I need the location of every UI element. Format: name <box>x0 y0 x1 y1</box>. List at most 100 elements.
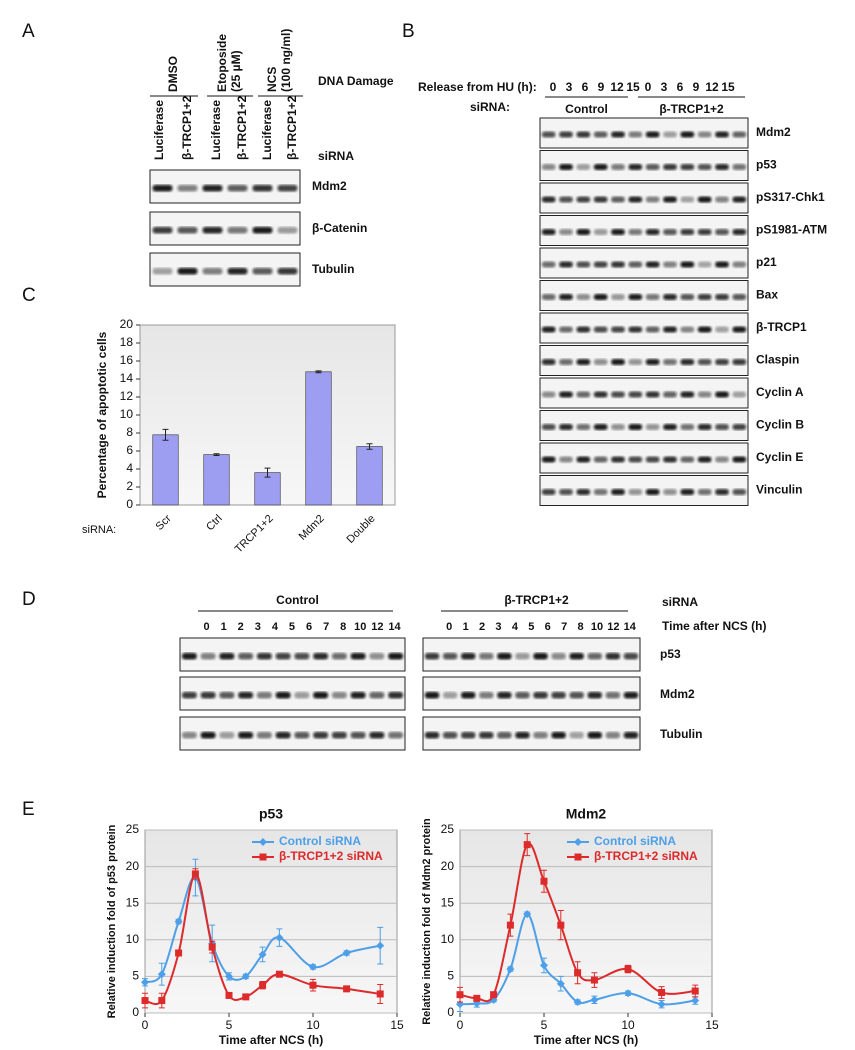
band <box>152 226 173 234</box>
row-label: Claspin <box>756 353 799 367</box>
band <box>697 326 712 333</box>
marker <box>174 917 183 926</box>
band <box>628 489 643 495</box>
lane-label: Luciferase <box>260 100 274 160</box>
marker <box>590 976 598 984</box>
band <box>628 456 643 463</box>
y-tick-label: 20 <box>126 859 140 873</box>
time-label: 6 <box>677 80 684 94</box>
band <box>663 359 677 365</box>
y-tick-label: 15 <box>441 895 455 909</box>
y-tick-label: 2 <box>126 479 133 493</box>
row-label: pS1981-ATM <box>756 223 827 237</box>
band <box>663 456 677 463</box>
band <box>628 424 643 430</box>
blot <box>539 215 749 246</box>
band <box>515 652 530 660</box>
band <box>611 261 625 268</box>
band <box>576 326 591 333</box>
band <box>628 164 643 170</box>
band <box>313 691 329 699</box>
time-label: 4 <box>272 621 279 633</box>
band <box>593 391 608 398</box>
band <box>541 489 556 495</box>
band <box>697 489 712 495</box>
bar <box>152 434 179 506</box>
band <box>252 184 273 192</box>
band <box>593 131 608 138</box>
time-label: 4 <box>512 621 519 633</box>
marker <box>157 970 166 979</box>
row-label: β-Catenin <box>312 221 367 235</box>
band <box>576 489 591 495</box>
band <box>569 652 584 660</box>
band <box>605 652 621 660</box>
band <box>732 359 747 365</box>
band <box>680 261 695 268</box>
time-label: 6 <box>545 621 551 633</box>
group-label: β-TRCP1+2 <box>659 102 724 116</box>
legend-marker <box>574 853 582 861</box>
band <box>587 691 603 699</box>
band <box>663 229 677 235</box>
band <box>541 196 556 203</box>
band <box>715 456 729 463</box>
band <box>732 196 747 203</box>
y-tick-label: 4 <box>126 461 133 475</box>
time-label: 0 <box>550 80 557 94</box>
marker <box>343 985 351 993</box>
legend-marker <box>259 838 267 846</box>
band <box>219 691 235 699</box>
band <box>202 226 223 234</box>
band <box>611 196 625 203</box>
marker <box>225 972 233 981</box>
band <box>275 731 291 739</box>
marker <box>540 877 548 885</box>
band <box>177 267 198 275</box>
lane-label: β-TRCP1+2 <box>285 95 299 160</box>
band <box>559 131 573 138</box>
band <box>593 489 608 495</box>
band <box>628 131 643 138</box>
band <box>238 731 254 739</box>
row-label: Mdm2 <box>312 179 347 193</box>
band <box>294 691 310 699</box>
band <box>715 261 729 268</box>
band <box>177 226 198 234</box>
band <box>559 456 573 463</box>
x-tick-label: 5 <box>226 1018 233 1032</box>
band <box>219 652 235 660</box>
group-label: (25 µM) <box>229 50 243 92</box>
time-label: 9 <box>598 80 605 94</box>
band <box>202 184 223 192</box>
band <box>680 424 695 430</box>
time-label: 2 <box>238 621 244 633</box>
band <box>559 359 573 365</box>
bar <box>305 371 332 506</box>
y-tick-label: 10 <box>441 932 455 946</box>
band <box>181 731 197 739</box>
band <box>715 294 729 300</box>
band <box>350 691 366 699</box>
band <box>227 226 248 234</box>
band <box>200 731 216 739</box>
band <box>715 229 729 235</box>
blot <box>539 247 749 279</box>
row-label: Vinculin <box>756 483 802 497</box>
band <box>181 691 197 699</box>
band <box>593 456 608 463</box>
panel-label: B <box>402 21 415 42</box>
legend-label: Control siRNA <box>594 834 676 848</box>
band <box>628 391 643 398</box>
band <box>697 261 712 268</box>
category-header: siRNA: <box>82 524 116 536</box>
time-label: 0 <box>645 80 652 94</box>
band <box>277 226 298 234</box>
band <box>732 391 747 398</box>
blot <box>149 211 301 246</box>
band <box>645 229 660 235</box>
band <box>541 261 556 268</box>
band <box>424 652 440 660</box>
band <box>645 131 660 138</box>
plot-area <box>144 829 398 1014</box>
